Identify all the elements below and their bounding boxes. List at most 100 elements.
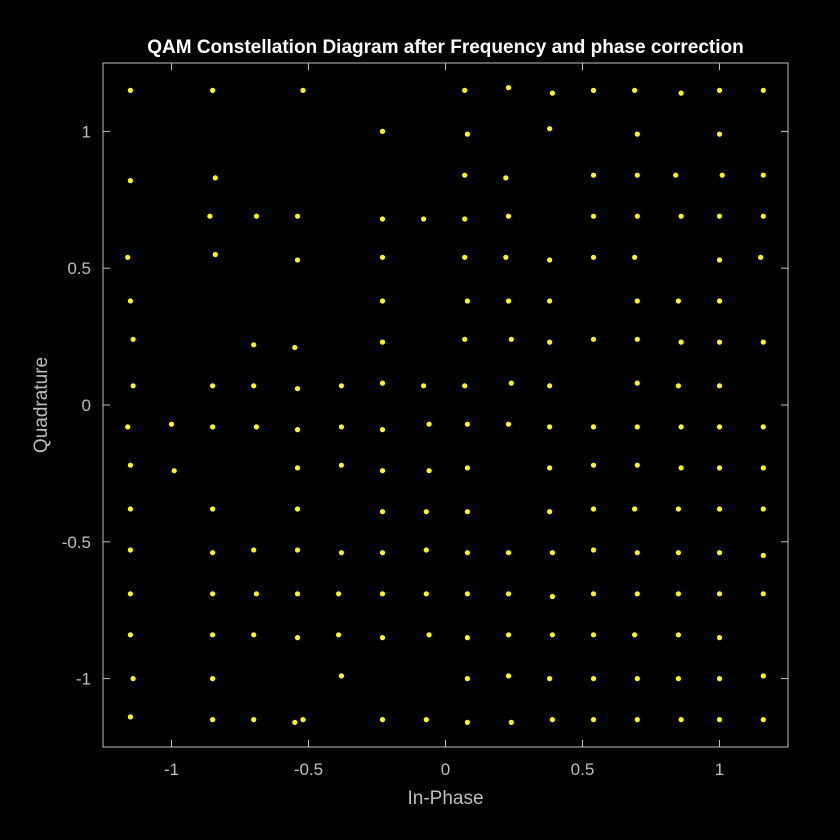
data-point <box>760 213 766 219</box>
data-point <box>634 298 640 304</box>
data-point <box>462 87 468 93</box>
data-point <box>379 550 386 556</box>
data-point <box>590 462 597 468</box>
data-point <box>464 131 470 137</box>
data-point <box>716 465 723 471</box>
data-point <box>675 383 682 389</box>
data-point <box>760 424 766 430</box>
data-point <box>675 632 682 638</box>
data-point <box>210 717 216 723</box>
data-point <box>719 172 725 178</box>
data-point <box>423 591 429 597</box>
data-point <box>336 591 342 597</box>
data-point <box>462 336 468 342</box>
data-point <box>678 424 684 430</box>
data-point <box>426 421 432 427</box>
data-point <box>716 550 723 556</box>
data-point <box>675 298 682 304</box>
data-point <box>508 380 514 386</box>
data-point <box>505 632 512 638</box>
data-point <box>127 506 133 512</box>
data-point <box>760 465 766 471</box>
data-point <box>464 298 470 304</box>
data-point <box>547 465 553 471</box>
data-point <box>508 336 514 342</box>
data-point <box>547 383 553 389</box>
data-point <box>294 465 301 471</box>
data-point <box>549 550 556 556</box>
data-point <box>379 591 386 597</box>
data-point <box>590 87 597 93</box>
data-point <box>253 213 259 219</box>
data-point <box>125 254 131 260</box>
data-point <box>716 213 723 219</box>
data-point <box>634 172 640 178</box>
data-point <box>127 462 133 468</box>
data-point <box>678 465 684 471</box>
data-point <box>760 552 766 559</box>
data-point <box>338 424 344 430</box>
data-point <box>210 591 216 597</box>
data-point <box>505 298 512 304</box>
data-point <box>130 336 136 342</box>
data-point <box>300 87 306 93</box>
data-point <box>130 676 136 682</box>
data-point <box>379 298 386 304</box>
data-point <box>716 383 723 389</box>
data-point <box>125 424 131 430</box>
data-point <box>251 632 257 638</box>
data-point <box>464 509 470 515</box>
data-point <box>547 126 553 132</box>
data-point <box>549 90 556 96</box>
data-point <box>462 172 468 178</box>
data-point <box>716 676 723 682</box>
x-tick-label: 0 <box>441 760 450 779</box>
data-point <box>590 254 597 260</box>
data-point <box>127 591 133 597</box>
data-point <box>634 336 640 342</box>
data-point <box>338 673 344 679</box>
data-point <box>503 175 509 181</box>
data-point <box>168 421 175 427</box>
data-point <box>547 509 553 515</box>
data-point <box>678 213 684 219</box>
data-point <box>379 468 386 474</box>
data-point <box>379 427 386 433</box>
data-point <box>300 717 306 723</box>
data-point <box>716 257 723 263</box>
data-point <box>423 509 429 515</box>
data-point <box>590 717 597 723</box>
data-point <box>590 547 597 553</box>
data-point <box>464 635 470 641</box>
data-point <box>760 673 766 679</box>
data-point <box>634 717 640 723</box>
x-tick-label: 1 <box>715 760 724 779</box>
data-point <box>760 591 766 597</box>
data-point <box>251 383 257 389</box>
data-point <box>130 383 136 389</box>
data-point <box>505 550 512 556</box>
data-point <box>590 172 597 178</box>
data-point <box>421 383 427 389</box>
data-point <box>634 676 640 682</box>
data-point <box>760 506 766 512</box>
data-point <box>547 676 553 682</box>
data-point <box>678 90 684 96</box>
data-point <box>292 344 298 351</box>
data-point <box>760 87 766 93</box>
data-point <box>127 714 133 720</box>
data-point <box>462 383 468 389</box>
data-point <box>127 298 133 304</box>
y-tick-label: 1 <box>82 122 91 141</box>
data-point <box>634 131 640 137</box>
data-point <box>505 421 512 427</box>
data-point <box>379 380 386 386</box>
data-point <box>294 213 301 219</box>
y-axis-label: Quadrature <box>31 357 52 453</box>
chart-title: QAM Constellation Diagram after Frequenc… <box>147 37 744 58</box>
data-point <box>716 298 723 304</box>
data-point <box>634 380 640 386</box>
data-point <box>336 632 342 638</box>
x-tick-label: 0.5 <box>571 760 595 779</box>
data-point <box>251 547 257 553</box>
